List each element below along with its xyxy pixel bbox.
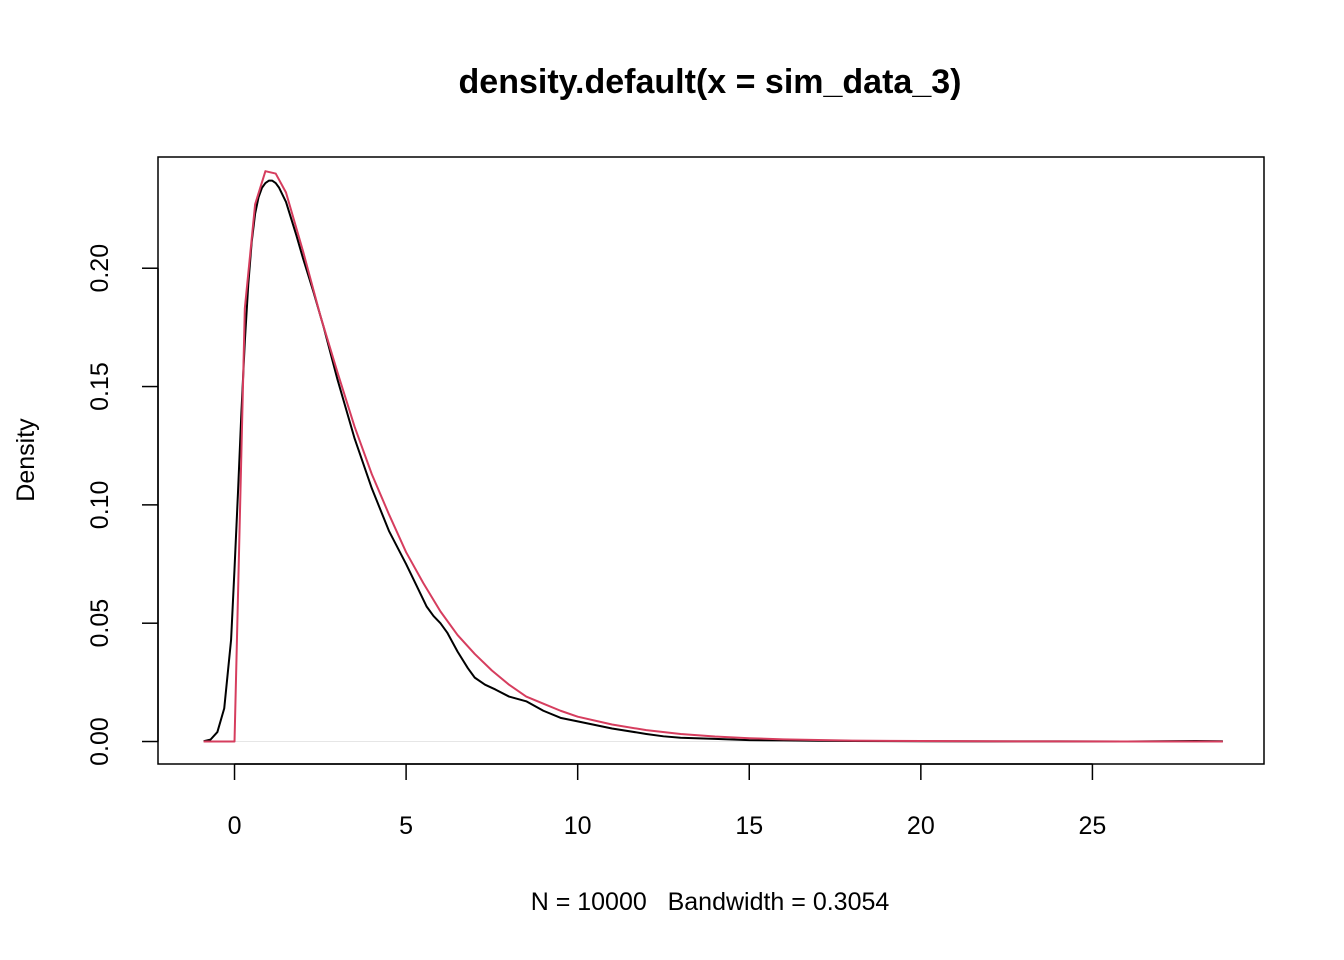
y-axis-label: Density [12, 418, 40, 502]
series-layer [203, 170, 1223, 743]
y-tick-label: 0.05 [86, 599, 114, 648]
x-tick-label: 20 [907, 812, 935, 840]
y-tick-label: 0.10 [86, 481, 114, 530]
series-line-0 [203, 179, 1223, 743]
x-tick-label: 0 [228, 812, 242, 840]
x-axis-label: N = 10000 Bandwidth = 0.3054 [531, 888, 890, 916]
x-axis: 0 5 10 15 20 25 [228, 763, 1107, 840]
chart-title: density.default(x = sim_data_3) [459, 63, 962, 101]
y-tick-label: 0.20 [86, 244, 114, 293]
series-line-1 [203, 170, 1223, 743]
x-tick-label: 25 [1079, 812, 1107, 840]
y-tick-label: 0.15 [86, 362, 114, 411]
x-tick-label: 5 [399, 812, 413, 840]
y-tick-label: 0.00 [86, 717, 114, 766]
plot-area [203, 170, 1223, 743]
x-tick-label: 10 [564, 812, 592, 840]
plot-frame [157, 156, 1265, 765]
x-tick-label: 15 [735, 812, 763, 840]
y-axis: 0.00 0.05 0.10 0.15 0.20 [86, 244, 159, 766]
